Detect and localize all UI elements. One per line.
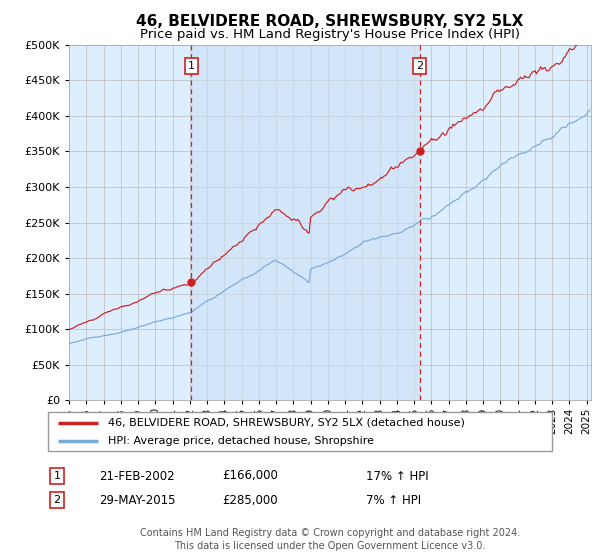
Text: 2: 2 <box>53 495 61 505</box>
Text: HPI: Average price, detached house, Shropshire: HPI: Average price, detached house, Shro… <box>109 436 374 446</box>
Text: This data is licensed under the Open Government Licence v3.0.: This data is licensed under the Open Gov… <box>175 541 485 551</box>
Text: 1: 1 <box>53 471 61 481</box>
Text: £166,000: £166,000 <box>222 469 278 483</box>
Text: 2: 2 <box>416 61 424 71</box>
Text: 46, BELVIDERE ROAD, SHREWSBURY, SY2 5LX: 46, BELVIDERE ROAD, SHREWSBURY, SY2 5LX <box>136 14 524 29</box>
Text: £285,000: £285,000 <box>222 493 278 507</box>
Bar <box>191 45 420 400</box>
Text: 1: 1 <box>188 61 195 71</box>
Text: 46, BELVIDERE ROAD, SHREWSBURY, SY2 5LX (detached house): 46, BELVIDERE ROAD, SHREWSBURY, SY2 5LX … <box>109 418 466 428</box>
Text: 7% ↑ HPI: 7% ↑ HPI <box>366 493 421 507</box>
Text: 21-FEB-2002: 21-FEB-2002 <box>99 469 175 483</box>
Text: Contains HM Land Registry data © Crown copyright and database right 2024.: Contains HM Land Registry data © Crown c… <box>140 528 520 538</box>
Text: 17% ↑ HPI: 17% ↑ HPI <box>366 469 428 483</box>
Text: Price paid vs. HM Land Registry's House Price Index (HPI): Price paid vs. HM Land Registry's House … <box>140 28 520 41</box>
Text: 29-MAY-2015: 29-MAY-2015 <box>99 493 176 507</box>
